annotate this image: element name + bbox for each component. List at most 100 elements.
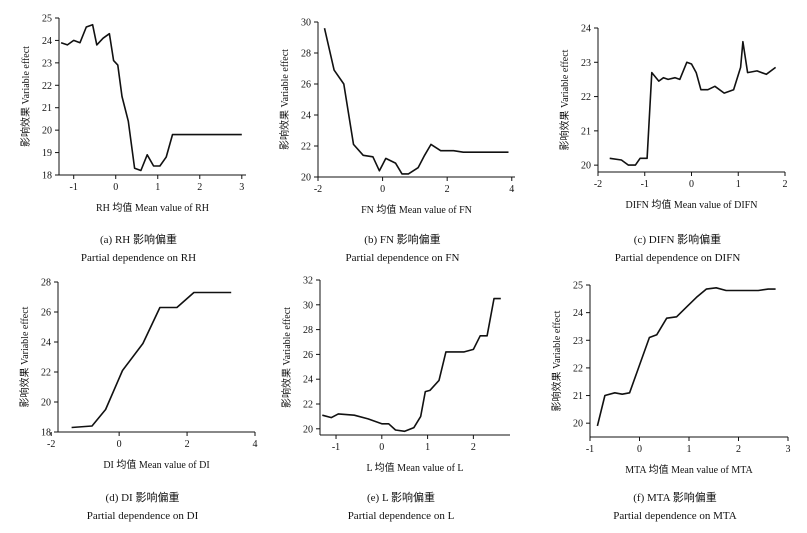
caption-subtitle: Partial dependence on DIFN: [615, 252, 741, 264]
y-tick-label: 20: [573, 419, 583, 430]
y-tick-label: 24: [581, 24, 591, 35]
x-axis-title: FN 均值 Mean value of FN: [361, 203, 472, 216]
caption-title: (e) L 影响偏重: [367, 490, 435, 504]
panel-e: -1 0 1 2 20 22 24 26 28 30 32 L 均值 Mean value of L 影…: [280, 276, 510, 522]
x-tick-label: 2: [736, 444, 741, 455]
caption-subtitle: Partial dependence on MTA: [613, 510, 736, 522]
y-tick-label: 28: [41, 278, 51, 289]
y-tick-label: 20: [301, 173, 311, 184]
y-tick-label: 21: [573, 391, 583, 402]
y-tick-label: 22: [573, 363, 583, 374]
x-tick-label: 4: [509, 184, 514, 195]
x-tick-label: -1: [332, 442, 340, 453]
y-tick-label: 20: [42, 126, 52, 137]
series-line: [609, 40, 777, 166]
x-tick-label: 0: [380, 184, 385, 195]
y-tick-label: 30: [301, 18, 311, 29]
y-tick-label: 21: [42, 103, 52, 114]
caption-subtitle: Partial dependence on FN: [346, 252, 460, 264]
x-tick-label: 0: [379, 442, 384, 453]
x-tick-label: -2: [594, 179, 602, 190]
x-tick-label: -2: [314, 184, 322, 195]
series-line: [596, 286, 776, 427]
y-tick-label: 23: [581, 58, 591, 69]
x-axis-title: RH 均值 Mean value of RH: [96, 201, 209, 214]
y-tick-label: 25: [42, 14, 52, 25]
x-tick-label: 1: [425, 442, 430, 453]
y-tick-label: 30: [303, 300, 313, 311]
y-tick-label: 21: [581, 126, 591, 137]
x-tick-label: -1: [641, 179, 649, 190]
x-axis-title: MTA 均值 Mean value of MTA: [625, 463, 753, 476]
caption-subtitle: Partial dependence on L: [348, 510, 455, 522]
y-tick-label: 22: [301, 142, 311, 153]
y-tick-label: 19: [42, 148, 52, 159]
x-tick-label: -2: [47, 439, 55, 450]
y-tick-label: 18: [42, 171, 52, 182]
y-tick-label: 24: [301, 111, 311, 122]
y-tick-label: 20: [303, 424, 313, 435]
y-axis-title: 影响效果 Variable effect: [18, 306, 31, 407]
y-tick-label: 28: [303, 325, 313, 336]
caption-title: (a) RH 影响偏重: [100, 232, 177, 246]
caption-title: (c) DIFN 影响偏重: [634, 232, 721, 246]
y-tick-label: 24: [303, 375, 313, 386]
x-tick-label: 3: [239, 182, 244, 193]
x-tick-label: 4: [253, 439, 258, 450]
x-tick-label: 0: [117, 439, 122, 450]
y-axis-title: 影响效果 Variable effect: [19, 46, 32, 147]
x-axis-title: DI 均值 Mean value of DI: [103, 458, 209, 471]
y-axis-title: 影响效果 Variable effect: [278, 49, 291, 150]
y-tick-label: 20: [41, 398, 51, 409]
y-tick-label: 28: [301, 49, 311, 60]
x-tick-label: -1: [586, 444, 594, 455]
x-tick-label: 3: [786, 444, 791, 455]
y-tick-label: 24: [573, 308, 583, 319]
y-tick-label: 25: [573, 281, 583, 292]
caption-subtitle: Partial dependence on DI: [87, 510, 199, 522]
y-tick-label: 22: [303, 400, 313, 411]
x-tick-label: 1: [736, 179, 741, 190]
x-tick-label: 2: [471, 442, 476, 453]
y-tick-label: 22: [41, 368, 51, 379]
x-tick-label: 2: [445, 184, 450, 195]
x-tick-label: 0: [689, 179, 694, 190]
x-tick-label: 2: [197, 182, 202, 193]
series-line: [322, 297, 501, 433]
y-axis-title: 影响效果 Variable effect: [280, 307, 293, 408]
y-tick-label: 24: [41, 338, 51, 349]
x-axis-title: L 均值 Mean value of L: [366, 461, 463, 474]
y-tick-label: 20: [581, 161, 591, 172]
y-tick-label: 23: [573, 336, 583, 347]
y-tick-label: 32: [303, 276, 313, 287]
series-line: [71, 291, 232, 429]
y-tick-label: 22: [42, 81, 52, 92]
y-tick-label: 24: [42, 36, 52, 47]
y-axis-title: 影响效果 Variable effect: [550, 310, 563, 411]
series-line: [60, 23, 242, 172]
x-tick-label: -1: [70, 182, 78, 193]
x-tick-label: 2: [185, 439, 190, 450]
caption-title: (b) FN 影响偏重: [364, 232, 440, 246]
y-tick-label: 26: [41, 308, 51, 319]
y-tick-label: 23: [42, 58, 52, 69]
y-tick-label: 22: [581, 92, 591, 103]
x-tick-label: 0: [113, 182, 118, 193]
y-tick-label: 26: [303, 350, 313, 361]
y-tick-label: 26: [301, 80, 311, 91]
y-axis-title: 影响效果 Variable effect: [558, 49, 571, 150]
x-axis-title: DIFN 均值 Mean value of DIFN: [626, 198, 758, 211]
caption-title: (d) DI 影响偏重: [106, 490, 180, 504]
x-tick-label: 1: [687, 444, 692, 455]
x-tick-label: 1: [155, 182, 160, 193]
caption-subtitle: Partial dependence on RH: [81, 252, 196, 264]
panel-c: -2 -1 0 1 2 20 21 22 23 24 DIFN 均值 Mean value of D…: [558, 24, 788, 265]
x-tick-label: 2: [783, 179, 788, 190]
caption-title: (f) MTA 影响偏重: [633, 490, 716, 504]
x-tick-label: 0: [637, 444, 642, 455]
